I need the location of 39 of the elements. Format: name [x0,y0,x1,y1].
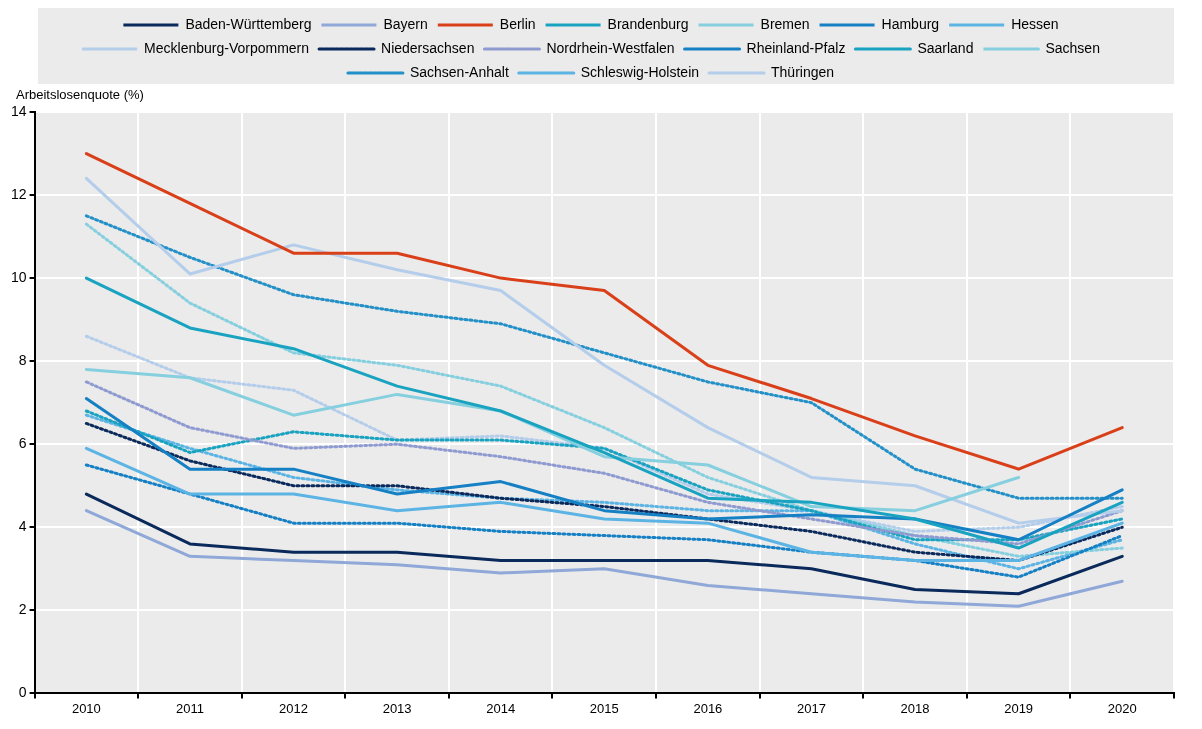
y-tick-label: 6 [18,435,27,452]
x-tick-label: 2012 [279,700,308,716]
x-tick-label: 2016 [693,700,723,716]
legend-label: Schleswig-Holstein [580,63,700,80]
legend-label: Hamburg [881,15,940,32]
x-tick-label: 2020 [1107,700,1137,716]
legend-label: Rheinland-Pfalz [746,39,846,56]
legend-label: Baden-Württemberg [185,15,312,32]
legend-label: Niedersachsen [381,39,475,56]
line-series [84,214,1124,500]
legend-label: Nordrhein-Westfalen [546,39,675,56]
x-tick-label: 2019 [1004,700,1034,716]
legend-label: Berlin [499,15,536,32]
legend-label: Sachsen-Anhalt [409,63,509,80]
y-axis-title: Arbeitslosenquote (%) [16,87,144,103]
y-tick-label: 10 [10,268,27,285]
y-tick-label: 2 [18,601,27,618]
x-tick-label: 2018 [900,700,930,716]
legend-label: Saarland [917,39,974,56]
legend-label: Hessen [1011,15,1059,32]
y-tick-label: 4 [18,518,27,535]
legend-label: Thüringen [771,63,835,80]
legend-label: Brandenburg [607,15,689,32]
x-tick-label: 2014 [486,700,516,716]
y-tick-label: 12 [10,185,27,202]
x-tick-label: 2010 [71,700,101,716]
x-tick-label: 2013 [382,700,412,716]
y-tick-label: 0 [18,684,27,701]
legend-label: Sachsen [1045,39,1100,56]
legend-label: Bremen [760,15,810,32]
legend-label: Bayern [383,15,428,32]
line-series [84,222,1124,558]
x-tick-label: 2017 [796,700,826,716]
y-tick-label: 8 [18,352,27,369]
legend-label: Mecklenburg-Vorpommern [144,39,310,56]
x-tick-label: 2015 [589,700,619,716]
x-tick-label: 2011 [175,700,204,716]
y-tick-label: 14 [10,102,27,119]
line-series [84,463,1124,579]
